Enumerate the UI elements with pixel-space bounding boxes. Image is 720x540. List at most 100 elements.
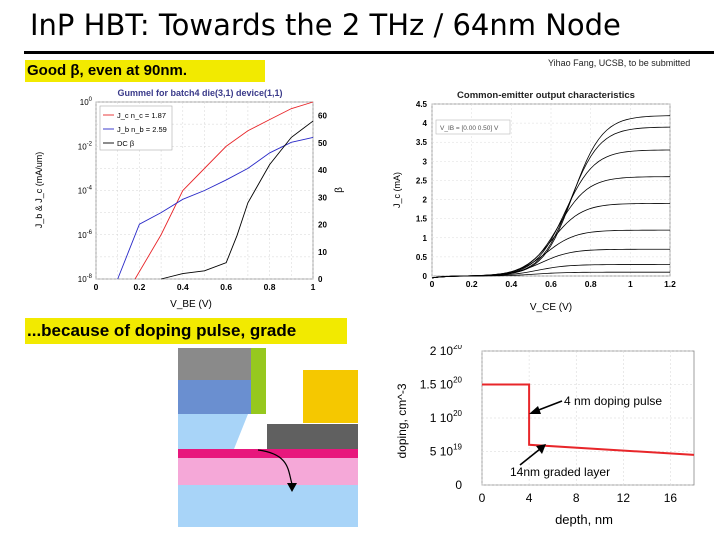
output-y-tick-label: 3.5: [416, 138, 428, 147]
doping-grid: [481, 350, 694, 486]
layer-collector: [178, 485, 358, 527]
gummel-series-line-0: [134, 101, 314, 280]
output-ylabel: J_c (mA): [392, 172, 402, 208]
hbt-layer-cross-section: [178, 348, 358, 527]
layer-emitter-mesa: [178, 414, 248, 449]
layer-graded: [178, 458, 358, 485]
gummel-y2-tick-label: 50: [318, 139, 327, 148]
gummel-series-line-2: [160, 120, 314, 280]
doping-series-line-0: [482, 383, 695, 456]
output-x-tick-label: 1.2: [664, 279, 676, 289]
title-divider: [24, 51, 714, 54]
gummel-y2-ticks: 0 10 20 30 40 50 60: [318, 112, 327, 284]
gummel-y-tick-label: 10-8: [78, 274, 93, 284]
layer-base-contact: [303, 370, 358, 423]
output-curve-8: [431, 115, 671, 279]
output-y-ticks: 0 0.5 1 1.5 2 2.5 3 3.5 4 4.5: [416, 100, 428, 281]
doping-y-tick-label: 1 1020: [430, 409, 463, 425]
doping-annotation-pulse-arrowhead: [529, 406, 541, 414]
gummel-x-tick-label: 0.4: [177, 282, 189, 292]
gummel-y-tick-label: 10-6: [78, 230, 93, 240]
doping-x-tick-label: 12: [617, 491, 631, 505]
gummel-x-tick-label: 1: [311, 282, 316, 292]
output-y-tick-label: 0.5: [416, 253, 428, 262]
output-y-tick-label: 4: [423, 119, 428, 128]
legend-label-jc: J_c n_c = 1.87: [117, 111, 166, 120]
doping-y-tick-label: 2 1020: [430, 345, 463, 358]
output-legend-text: V_IB = [0.00 0.50] V: [440, 125, 499, 132]
layer-base: [178, 449, 358, 458]
output-grid: [431, 103, 671, 277]
output-y-tick-label: 0: [423, 272, 428, 281]
gummel-x-tick-label: 0.6: [220, 282, 232, 292]
output-x-tick-label: 0.4: [505, 279, 517, 289]
doping-y-ticks: 0 5 1019 1 1020 1.5 1020 2 1020: [420, 345, 463, 492]
output-y-tick-label: 4.5: [416, 100, 428, 109]
gummel-series: [117, 101, 314, 280]
output-x-tick-label: 0.2: [466, 279, 478, 289]
doping-x-tick-label: 4: [526, 491, 533, 505]
output-x-tick-label: 0.8: [585, 279, 597, 289]
output-xlabel: V_CE (V): [530, 302, 572, 313]
gummel-legend: J_c n_c = 1.87 J_b n_b = 2.59 DC β: [99, 105, 173, 151]
doping-series: [482, 383, 695, 456]
doping-annotation-pulse-arrow: [535, 400, 563, 412]
output-x-ticks: 0 0.2 0.4 0.6 0.8 1 1.2: [430, 279, 677, 289]
gummel-x-tick-label: 0.2: [133, 282, 145, 292]
gummel-x-ticks: 0 0.2 0.4 0.6 0.8 1: [94, 282, 316, 292]
output-y-tick-label: 3: [423, 157, 428, 166]
gummel-y-ticks: 100 10-2 10-4 10-6 10-8: [78, 97, 93, 284]
output-y-tick-label: 2.5: [416, 176, 428, 185]
gummel-y-tick-label: 10-2: [78, 141, 93, 151]
gummel-x-tick-label: 0.8: [264, 282, 276, 292]
legend-label-beta: DC β: [117, 139, 135, 148]
caption-doping-pulse: ...because of doping pulse, grade: [25, 318, 347, 344]
output-y-tick-label: 2: [423, 196, 428, 205]
doping-annotation-graded-arrowhead: [536, 444, 546, 454]
gummel-title: Gummel for batch4 die(3,1) device(1,1): [117, 88, 282, 98]
output-x-tick-label: 0: [430, 279, 435, 289]
credit-text: Yihao Fang, UCSB, to be submitted: [548, 58, 691, 68]
output-y-tick-label: 1.5: [416, 215, 428, 224]
output-x-tick-label: 0.6: [545, 279, 557, 289]
doping-x-ticks: 0 4 8 12 16: [479, 491, 678, 505]
output-x-tick-label: 1: [628, 279, 633, 289]
layer-emitter: [178, 380, 251, 414]
doping-y-tick-label: 0: [455, 478, 462, 492]
doping-annotation-pulse: 4 nm doping pulse: [564, 394, 662, 408]
gummel-y2-tick-label: 20: [318, 221, 327, 230]
gummel-y2-tick-label: 0: [318, 275, 323, 284]
gummel-y2label: β: [334, 187, 345, 193]
gummel-y2-tick-label: 10: [318, 248, 327, 257]
output-title: Common-emitter output characteristics: [457, 90, 635, 101]
gummel-y2-tick-label: 30: [318, 193, 327, 202]
gummel-y2-tick-label: 40: [318, 166, 327, 175]
doping-x-tick-label: 8: [573, 491, 580, 505]
doping-xlabel: depth, nm: [555, 512, 613, 527]
gummel-y-tick-label: 100: [80, 97, 93, 107]
gummel-chart: Gummel for batch4 die(3,1) device(1,1) 0…: [34, 88, 345, 310]
gummel-y-tick-label: 10-4: [78, 186, 93, 196]
gummel-series-line-1: [117, 137, 314, 280]
doping-annotation-graded: 14nm graded layer: [510, 465, 610, 479]
gummel-x-tick-label: 0: [94, 282, 99, 292]
doping-x-tick-label: 0: [479, 491, 486, 505]
gummel-xlabel: V_BE (V): [170, 299, 212, 310]
doping-profile-chart: 0 4 8 12 16 0 5 1019 1 1020 1.5 1020 2 1020 4 nm…: [395, 345, 695, 527]
doping-annotation-graded-arrow: [519, 448, 541, 466]
layer-base-metal: [267, 424, 358, 449]
electron-arrow-head: [287, 483, 297, 492]
layer-emitter-cap: [178, 348, 251, 380]
layer-sidewall: [251, 348, 266, 414]
doping-ylabel: doping, cm^-3: [395, 383, 409, 458]
legend-label-jb: J_b n_b = 2.59: [117, 125, 167, 134]
output-legend-box: [435, 119, 511, 135]
electron-path-arrow: [257, 449, 293, 485]
gummel-ylabel: J_b & J_c (mA/um): [34, 152, 44, 229]
doping-y-tick-label: 1.5 1020: [420, 376, 463, 392]
doping-x-tick-label: 16: [664, 491, 678, 505]
output-y-tick-label: 1: [423, 234, 428, 243]
output-series: [431, 115, 671, 279]
caption-good-beta: Good β, even at 90nm.: [25, 60, 265, 82]
